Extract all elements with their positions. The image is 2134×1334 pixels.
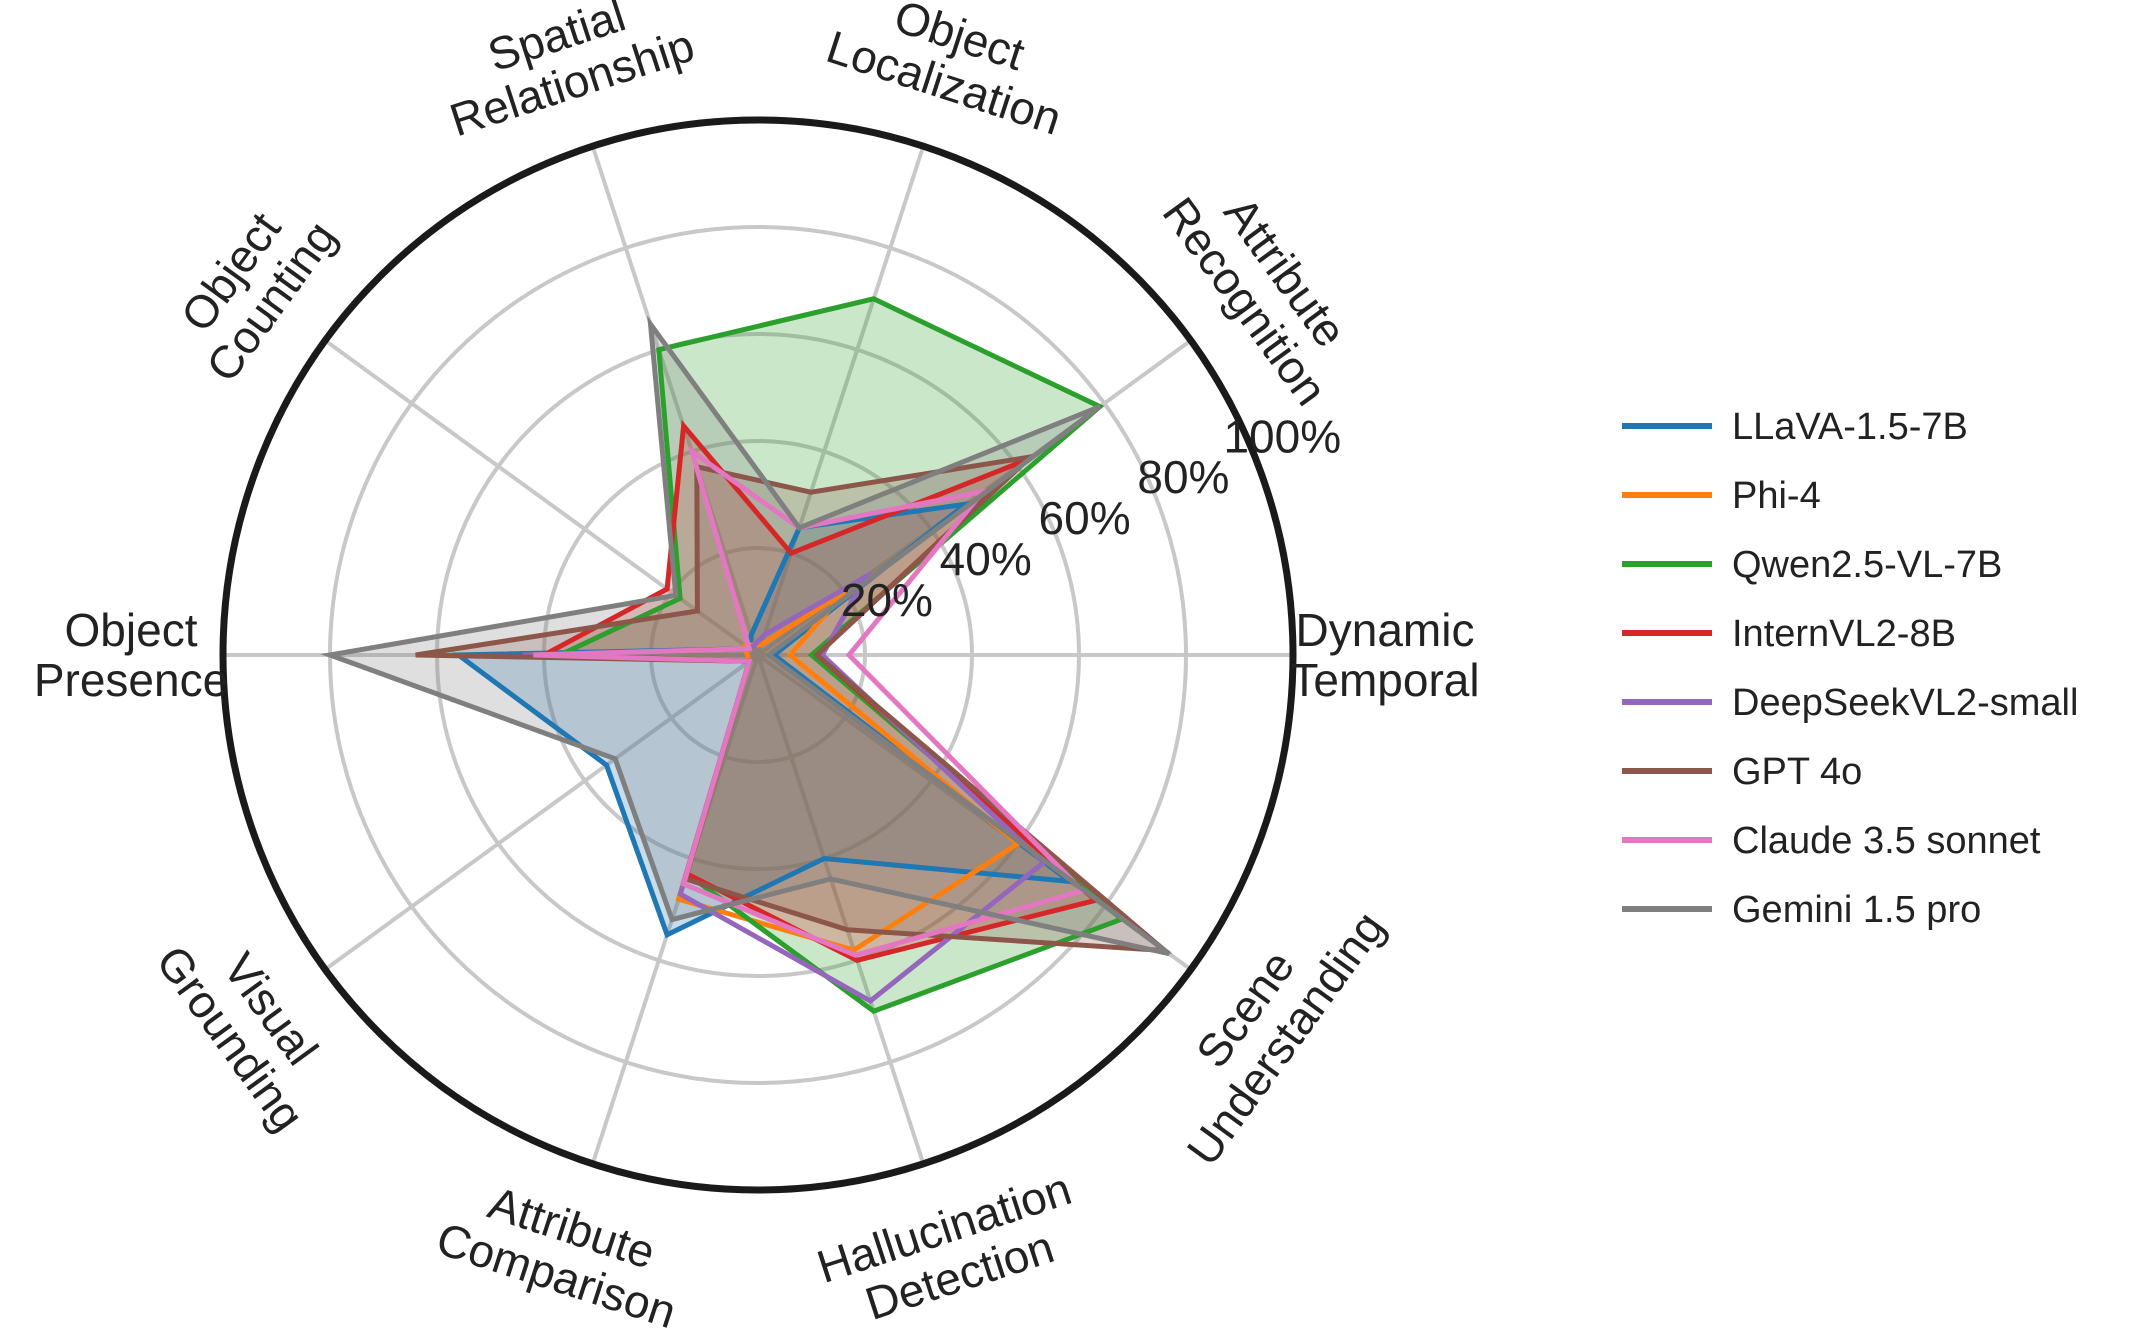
- axis-label-line: Dynamic: [1296, 604, 1475, 656]
- tick-label-100: 100%: [1223, 410, 1341, 462]
- legend-label: LLaVA-1.5-7B: [1732, 406, 1968, 448]
- tick-label-80: 80%: [1137, 451, 1229, 503]
- legend-label: Claude 3.5 sonnet: [1732, 820, 2041, 862]
- series-line-phi-4: [675, 589, 1022, 953]
- series-line-claude-3-5-sonnet: [533, 445, 1088, 958]
- radial-tick-labels: 20%40%60%80%100%: [841, 410, 1341, 626]
- series-lines: [320, 296, 1173, 1015]
- axis-label-line: Presence: [34, 654, 228, 706]
- spoke-line-3: [590, 145, 760, 656]
- axis-label-line: Temporal: [1290, 654, 1479, 706]
- legend-label: Qwen2.5-VL-7B: [1732, 544, 2002, 586]
- spoke-line-4: [324, 338, 760, 657]
- tick-label-60: 60%: [1039, 492, 1131, 544]
- outer-circle: [219, 116, 1297, 1194]
- legend-item-qwen2-5-vl-7b: Qwen2.5-VL-7B: [1622, 544, 2002, 586]
- spoke-line-2: [756, 145, 926, 656]
- legend-item-llava-1-5-7b: LLaVA-1.5-7B: [1622, 406, 1968, 448]
- legend-label: Gemini 1.5 pro: [1732, 889, 1981, 931]
- legend-label: GPT 4o: [1732, 751, 1862, 793]
- legend-label: InternVL2-8B: [1732, 613, 1956, 655]
- legend-item-gpt-4o: GPT 4o: [1622, 751, 1862, 793]
- series-line-gpt-4o: [415, 453, 1173, 954]
- legend-item-claude-3-5-sonnet: Claude 3.5 sonnet: [1622, 820, 2041, 862]
- spoke-line-8: [756, 654, 926, 1165]
- series-fill-gpt-4o: [415, 456, 1165, 951]
- series-line-gemini-1-5-pro: [320, 315, 1171, 957]
- legend-item-phi-4: Phi-4: [1622, 475, 1821, 517]
- spoke-line-7: [590, 654, 760, 1165]
- spoke-line-6: [324, 653, 760, 972]
- legend-item-internvl2-8b: InternVL2-8B: [1622, 613, 1956, 655]
- legend-label: Phi-4: [1732, 475, 1821, 517]
- legend-item-gemini-1-5-pro: Gemini 1.5 pro: [1622, 889, 1981, 931]
- radar-outer: [219, 116, 1297, 1194]
- legend: LLaVA-1.5-7B Phi-4 Qwen2.5-VL-7B InternVL2-…: [1622, 406, 2078, 931]
- tick-label-20: 20%: [841, 574, 933, 626]
- series-fill-llava-1-5-7b: [458, 504, 1070, 935]
- axis-label-line: Object: [65, 604, 198, 656]
- tick-label-40: 40%: [940, 533, 1032, 585]
- legend-label: DeepSeekVL2-small: [1732, 682, 2078, 724]
- legend-item-deepseekvl2-small: DeepSeekVL2-small: [1622, 682, 2078, 724]
